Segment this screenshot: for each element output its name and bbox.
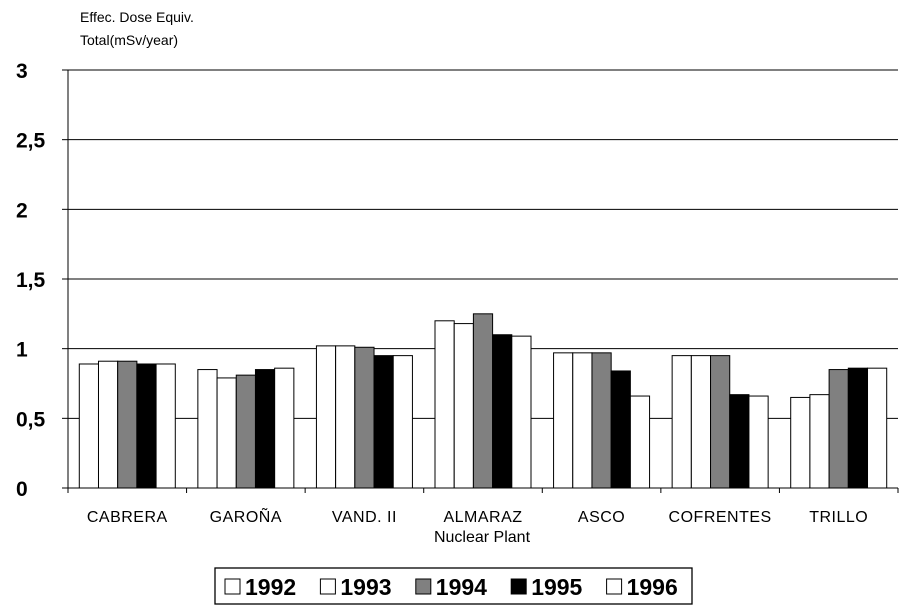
x-tick-label: ASCO [578, 509, 625, 526]
bar-1995-0 [136, 363, 157, 489]
bar-1995-2 [373, 355, 394, 489]
y-tick-label: 3 [16, 60, 28, 83]
legend-swatch-1996 [606, 578, 623, 595]
y-axis-label-line1: Effec. Dose Equiv. [80, 9, 194, 25]
bar-1995-5 [729, 394, 750, 489]
legend: 1992 1993 1994 1995 1996 [214, 567, 693, 605]
y-tick-label: 1,5 [16, 269, 46, 292]
x-tick-labels: CABRERA GAROÑA VAND. II ALMARAZ ASCO COFRENTE… [87, 506, 868, 526]
x-tick-label: ALMARAZ [443, 509, 522, 526]
bar-1993-0 [97, 360, 119, 489]
axes [62, 69, 899, 493]
bar-1993-4 [572, 352, 593, 489]
legend-swatch-1995 [510, 578, 527, 595]
bar-1994-6 [828, 369, 849, 489]
legend-swatch-1992 [224, 578, 241, 595]
bar-1995-4 [610, 370, 631, 489]
bar-1993-3 [453, 323, 474, 489]
y-tick-label: 0,5 [16, 408, 46, 431]
legend-swatch-1993 [319, 578, 336, 595]
legend-label-1992: 1992 [245, 574, 296, 600]
bar-1994-0 [117, 360, 138, 489]
bar-1993-2 [335, 345, 356, 489]
bar-1995-6 [847, 367, 869, 489]
legend-label-1994: 1994 [436, 574, 487, 600]
x-tick-label: CABRERA [87, 509, 168, 526]
bar-1993-5 [690, 355, 712, 489]
bar-1992-5 [671, 355, 692, 489]
legend-label-1995: 1995 [531, 574, 582, 600]
bar-1994-5 [710, 355, 731, 489]
bar-1996-1 [274, 367, 295, 489]
bar-1994-4 [591, 352, 612, 489]
legend-label-1993: 1993 [340, 574, 391, 600]
bar-1995-3 [492, 334, 513, 489]
bar-1992-4 [553, 352, 574, 489]
bar-1992-0 [78, 363, 99, 489]
bar-1994-1 [235, 374, 256, 489]
bar-1992-1 [197, 369, 218, 489]
y-tick-label: 1 [16, 339, 28, 362]
x-tick-label: TRILLO [809, 509, 868, 526]
legend-label-1996: 1996 [627, 574, 678, 600]
bar-1993-1 [216, 377, 237, 489]
bar-1996-4 [629, 395, 651, 489]
bar-1992-6 [790, 396, 811, 489]
bar-1996-6 [867, 367, 888, 489]
y-tick-label: 2 [16, 199, 28, 222]
bar-1996-5 [748, 395, 769, 489]
bar-1996-2 [392, 355, 413, 489]
y-tick-labels: 0 0,5 1 1,5 2 2,5 3 [16, 60, 46, 501]
x-tick-label: COFRENTES [669, 509, 772, 526]
bar-1996-3 [511, 335, 532, 489]
bar-1995-1 [254, 369, 276, 489]
bar-1993-6 [809, 394, 830, 489]
y-tick-label: 0 [16, 478, 28, 501]
x-tick-label: VAND. II [332, 509, 397, 526]
bar-1994-2 [354, 346, 375, 489]
y-tick-label: 2,5 [16, 130, 46, 153]
bar-1996-0 [155, 363, 176, 489]
legend-swatch-1994 [415, 578, 432, 595]
bar-1992-2 [315, 345, 337, 489]
x-tick-label: GAROÑA [210, 506, 282, 526]
bar-1992-3 [434, 320, 455, 489]
bar-1994-3 [472, 313, 494, 489]
x-axis-label: Nuclear Plant [434, 529, 531, 546]
bars [78, 313, 888, 489]
y-axis-label-line2: Total(mSv/year) [80, 32, 178, 48]
